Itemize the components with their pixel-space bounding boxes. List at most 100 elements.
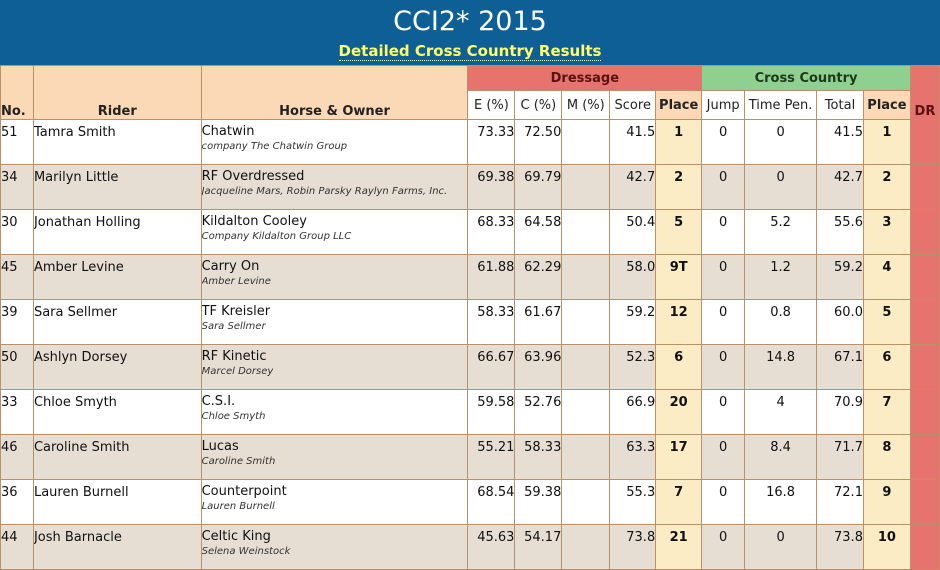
cell-e-pct: 61.88 xyxy=(467,254,516,300)
table-row: 33 Chloe Smyth C.S.I. Chloe Smyth 59.58 5… xyxy=(0,389,940,435)
cell-dressage-place: 20 xyxy=(655,389,703,435)
cell-dressage-place: 21 xyxy=(655,524,703,570)
page-title: CCI2* 2015 xyxy=(393,6,547,37)
cell-dr xyxy=(909,209,940,255)
cell-score: 66.9 xyxy=(609,389,657,435)
cell-dressage-place: 6 xyxy=(655,344,703,390)
cell-dr xyxy=(909,524,940,570)
cell-horse-owner: RF Overdressed Jacqueline Mars, Robin Par… xyxy=(200,164,469,210)
cell-m-pct xyxy=(561,479,611,525)
cell-total: 41.5 xyxy=(816,119,864,165)
col-group-dressage: Dressage xyxy=(467,65,703,91)
horse-name: Carry On xyxy=(201,259,260,274)
cell-dressage-place: 7 xyxy=(655,479,703,525)
cell-xc-place: 2 xyxy=(862,164,911,210)
cell-dressage-place: 2 xyxy=(655,164,703,210)
subtitle-text[interactable]: Detailed Cross Country Results xyxy=(338,42,602,61)
table-row: 44 Josh Barnacle Celtic King Selena Weins… xyxy=(0,524,940,570)
table-row: 46 Caroline Smith Lucas Caroline Smith 55… xyxy=(0,434,940,480)
table-row: 45 Amber Levine Carry On Amber Levine 61.… xyxy=(0,254,940,300)
col-xc-place: Place xyxy=(862,90,911,120)
col-time-pen: Time Pen. xyxy=(744,90,818,120)
cell-e-pct: 73.33 xyxy=(467,119,516,165)
owner-name: Company Kildalton Group LLC xyxy=(201,231,352,242)
cell-dr xyxy=(909,164,940,210)
cell-e-pct: 58.33 xyxy=(467,299,516,345)
owner-name: Lauren Burnell xyxy=(201,501,275,512)
cell-time-pen: 0 xyxy=(744,119,818,165)
cell-c-pct: 62.29 xyxy=(514,254,563,300)
owner-name: Jacqueline Mars, Robin Parsky Raylyn Far… xyxy=(201,186,448,197)
cell-rider: Sara Sellmer xyxy=(32,299,202,345)
cell-no: 36 xyxy=(0,479,34,525)
cell-no: 51 xyxy=(0,119,34,165)
cell-score: 41.5 xyxy=(609,119,657,165)
cell-time-pen: 1.2 xyxy=(744,254,818,300)
cell-xc-place: 1 xyxy=(862,119,911,165)
col-e-pct: E (%) xyxy=(467,90,516,120)
cell-xc-place: 7 xyxy=(862,389,911,435)
cell-c-pct: 63.96 xyxy=(514,344,563,390)
cell-rider: Amber Levine xyxy=(32,254,202,300)
cell-jump: 0 xyxy=(701,524,746,570)
table-row: 34 Marilyn Little RF Overdressed Jacqueli… xyxy=(0,164,940,210)
horse-name: Chatwin xyxy=(201,124,255,139)
col-score: Score xyxy=(609,90,657,120)
cell-rider: Marilyn Little xyxy=(32,164,202,210)
owner-name: Marcel Dorsey xyxy=(201,366,274,377)
cell-c-pct: 69.79 xyxy=(514,164,563,210)
cell-xc-place: 6 xyxy=(862,344,911,390)
cell-score: 50.4 xyxy=(609,209,657,255)
col-c-pct: C (%) xyxy=(514,90,563,120)
col-rider: Rider xyxy=(32,65,202,120)
cell-total: 72.1 xyxy=(816,479,864,525)
cell-e-pct: 66.67 xyxy=(467,344,516,390)
cell-rider: Tamra Smith xyxy=(32,119,202,165)
table-row: 51 Tamra Smith Chatwin company The Chatwi… xyxy=(0,119,940,165)
table-row: 39 Sara Sellmer TF Kreisler Sara Sellmer … xyxy=(0,299,940,345)
cell-jump: 0 xyxy=(701,119,746,165)
cell-dr xyxy=(909,254,940,300)
cell-horse-owner: Celtic King Selena Weinstock xyxy=(200,524,469,570)
cell-rider: Ashlyn Dorsey xyxy=(32,344,202,390)
cell-xc-place: 5 xyxy=(862,299,911,345)
horse-name: RF Kinetic xyxy=(201,349,267,364)
cell-horse-owner: Chatwin company The Chatwin Group xyxy=(200,119,469,165)
cell-horse-owner: Carry On Amber Levine xyxy=(200,254,469,300)
col-dr: DR xyxy=(909,65,940,120)
cell-dressage-place: 9T xyxy=(655,254,703,300)
cell-dressage-place: 12 xyxy=(655,299,703,345)
cell-time-pen: 14.8 xyxy=(744,344,818,390)
cell-rider: Josh Barnacle xyxy=(32,524,202,570)
cell-time-pen: 4 xyxy=(744,389,818,435)
cell-c-pct: 59.38 xyxy=(514,479,563,525)
cell-no: 33 xyxy=(0,389,34,435)
cell-rider: Caroline Smith xyxy=(32,434,202,480)
cell-no: 34 xyxy=(0,164,34,210)
cell-c-pct: 64.58 xyxy=(514,209,563,255)
col-group-cross-country: Cross Country xyxy=(701,65,911,91)
cell-no: 50 xyxy=(0,344,34,390)
cell-score: 73.8 xyxy=(609,524,657,570)
cell-m-pct xyxy=(561,119,611,165)
cell-dr xyxy=(909,389,940,435)
cell-horse-owner: Lucas Caroline Smith xyxy=(200,434,469,480)
horse-name: RF Overdressed xyxy=(201,169,305,184)
cell-jump: 0 xyxy=(701,254,746,300)
cell-horse-owner: Counterpoint Lauren Burnell xyxy=(200,479,469,525)
cell-dr xyxy=(909,434,940,480)
col-m-pct: M (%) xyxy=(561,90,611,120)
cell-dressage-place: 5 xyxy=(655,209,703,255)
cell-time-pen: 0 xyxy=(744,164,818,210)
col-total: Total xyxy=(816,90,864,120)
owner-name: Amber Levine xyxy=(201,276,271,287)
cell-time-pen: 0.8 xyxy=(744,299,818,345)
cell-jump: 0 xyxy=(701,434,746,480)
cell-time-pen: 0 xyxy=(744,524,818,570)
cell-time-pen: 5.2 xyxy=(744,209,818,255)
cell-jump: 0 xyxy=(701,164,746,210)
cell-no: 46 xyxy=(0,434,34,480)
cell-total: 67.1 xyxy=(816,344,864,390)
cell-m-pct xyxy=(561,164,611,210)
cell-e-pct: 69.38 xyxy=(467,164,516,210)
